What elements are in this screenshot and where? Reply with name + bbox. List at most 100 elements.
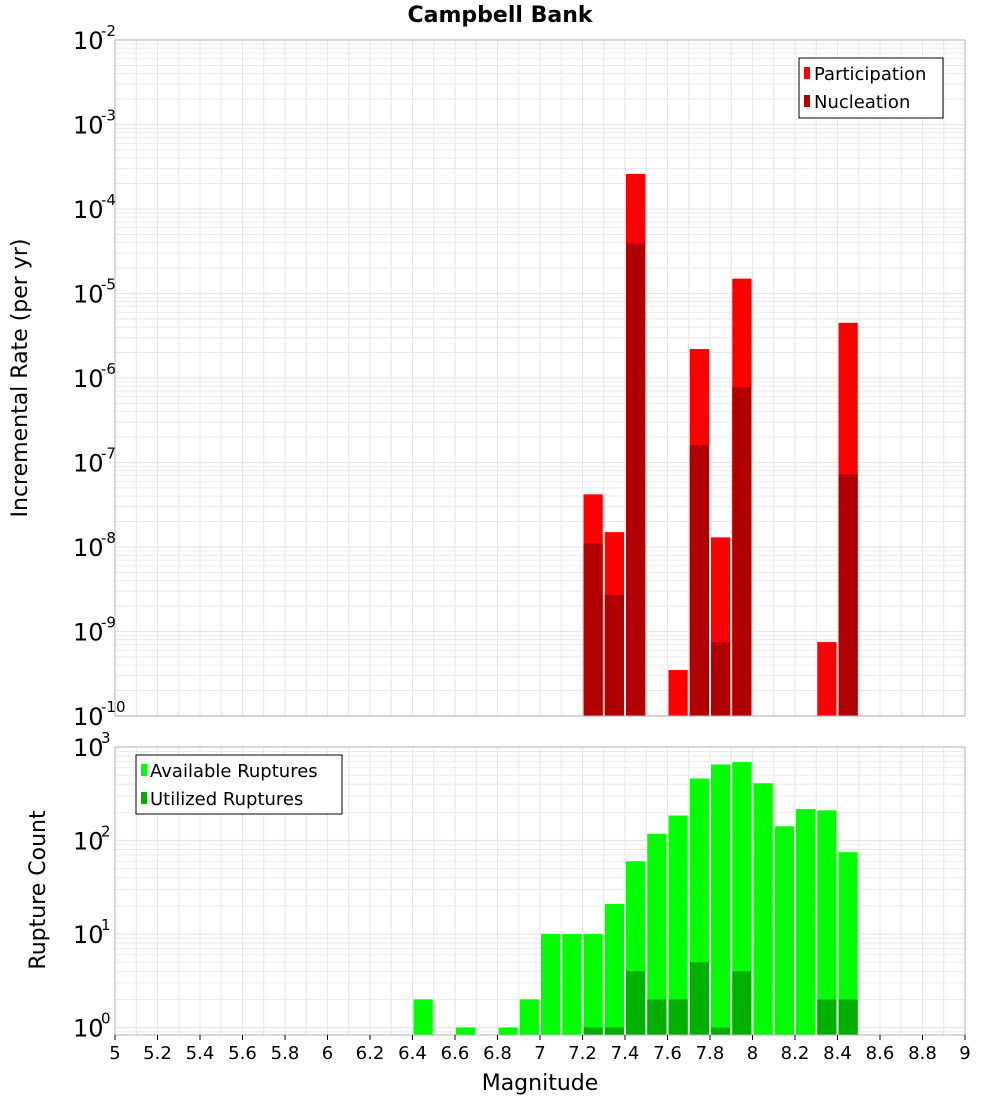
bottom-legend: Available Ruptures Utilized Ruptures [135, 754, 343, 815]
available-ruptures-bar [838, 852, 858, 1035]
x-tick-label: 5.6 [228, 1043, 257, 1064]
x-tick-label: 6.4 [398, 1043, 427, 1064]
top-y-tick-label: 10-3 [73, 107, 116, 140]
available-ruptures-bar [562, 934, 582, 1035]
available-ruptures-bar [796, 809, 816, 1035]
legend-utilized-label: Utilized Ruptures [150, 789, 303, 810]
available-ruptures-bar [774, 826, 794, 1035]
nucleation-bar [689, 445, 709, 716]
participation-bar [668, 670, 688, 716]
top-y-tick-label-base: 10 [73, 534, 104, 562]
top-y-tick-label-exponent: -10 [101, 698, 126, 716]
nucleation-bar [626, 243, 646, 716]
utilized-ruptures-bar [711, 1027, 731, 1035]
top-y-tick-label: 10-6 [73, 360, 116, 393]
bottom-bars [413, 762, 858, 1035]
bottom-y-tick-label: 102 [73, 823, 111, 856]
top-legend-box [798, 57, 944, 119]
utilized-ruptures-bar [838, 999, 858, 1035]
top-y-tick-label-exponent: -3 [101, 107, 116, 125]
available-ruptures-bar [498, 1027, 518, 1035]
legend-available-swatch [141, 764, 147, 776]
x-ticks: 5 5.2 5.4 5.6 5.8 6 6.2 6.4 6.6 6.8 7 7.2 7.4 7.6 7.8 8… [109, 1035, 971, 1064]
available-ruptures-bar [604, 903, 624, 1035]
top-y-tick-label-exponent: -2 [101, 22, 116, 40]
bottom-y-tick-label-base: 10 [73, 734, 104, 762]
utilized-ruptures-bar [583, 1027, 603, 1035]
bottom-y-tick-label-exponent: 0 [101, 1010, 111, 1028]
legend-participation-swatch [804, 67, 810, 79]
x-tick-label: 6.8 [483, 1043, 512, 1064]
bottom-y-tick-label: 103 [73, 729, 111, 762]
x-tick-label: 8.6 [866, 1043, 895, 1064]
available-ruptures-bar [753, 783, 773, 1035]
bottom-y-axis-label: Rupture Count [26, 810, 51, 970]
available-ruptures-bar [583, 934, 603, 1035]
nucleation-bar [604, 595, 624, 716]
x-tick-label: 7.6 [653, 1043, 682, 1064]
x-tick-label: 7.8 [696, 1043, 725, 1064]
x-tick-label: 8.4 [823, 1043, 852, 1064]
available-ruptures-bar [647, 833, 667, 1035]
available-ruptures-bar [711, 764, 731, 1035]
top-y-tick-label-base: 10 [73, 196, 104, 224]
bottom-y-tick-label-base: 10 [73, 921, 104, 949]
x-tick-label: 8.8 [908, 1043, 937, 1064]
x-axis-label: Magnitude [482, 1071, 599, 1096]
bottom-y-tick-label-exponent: 2 [101, 823, 111, 841]
x-tick-label: 5.2 [143, 1043, 172, 1064]
x-tick-label: 5.8 [271, 1043, 300, 1064]
x-tick-label: 9 [959, 1043, 970, 1064]
top-y-tick-label: 10-2 [73, 22, 116, 55]
top-y-tick-label: 10-4 [73, 191, 116, 224]
x-tick-label: 7.4 [611, 1043, 640, 1064]
available-ruptures-bar [541, 934, 561, 1035]
nucleation-bar [711, 642, 731, 716]
top-legend: Participation Nucleation [798, 57, 944, 119]
top-y-tick-label-base: 10 [73, 281, 104, 309]
x-tick-label: 8.2 [781, 1043, 810, 1064]
nucleation-bar [583, 543, 603, 716]
top-y-tick-label-base: 10 [73, 112, 104, 140]
utilized-ruptures-bar [604, 1027, 624, 1035]
top-y-tick-label: 10-9 [73, 614, 116, 647]
chart-title: Campbell Bank [408, 3, 594, 28]
top-y-tick-label-exponent: -7 [101, 445, 116, 463]
x-tick-label: 6.6 [441, 1043, 470, 1064]
legend-nucleation-label: Nucleation [814, 92, 910, 113]
top-y-tick-label-base: 10 [73, 703, 104, 731]
top-bars [583, 173, 858, 716]
legend-available-label: Available Ruptures [150, 761, 318, 782]
top-y-tick-label-exponent: -9 [101, 614, 116, 632]
available-ruptures-bar [817, 810, 837, 1035]
utilized-ruptures-bar [647, 999, 667, 1035]
utilized-ruptures-bar [689, 962, 709, 1035]
top-y-tick-label-exponent: -6 [101, 360, 116, 378]
top-y-tick-label: 10-7 [73, 445, 116, 478]
x-tick-label: 7.2 [568, 1043, 597, 1064]
top-y-tick-label-base: 10 [73, 450, 104, 478]
top-plot-frame [114, 39, 966, 717]
bottom-y-tick-label-base: 10 [73, 1015, 104, 1043]
top-y-tick-label-exponent: -5 [101, 276, 116, 294]
x-tick-label: 5.4 [186, 1043, 215, 1064]
available-ruptures-bar [413, 999, 433, 1035]
bottom-y-tick-label-exponent: 1 [101, 916, 111, 934]
x-tick-label: 6 [322, 1043, 333, 1064]
bottom-legend-box [135, 754, 343, 815]
utilized-ruptures-bar [668, 999, 688, 1035]
available-ruptures-bar [732, 762, 752, 1035]
utilized-ruptures-bar [817, 999, 837, 1035]
available-ruptures-bar [519, 999, 539, 1035]
utilized-ruptures-bar [626, 971, 646, 1035]
top-y-axis-label: Incremental Rate (per yr) [8, 239, 33, 518]
bottom-y-tick-label: 101 [73, 916, 111, 949]
nucleation-bar [838, 474, 858, 716]
x-tick-label: 5 [109, 1043, 120, 1064]
utilized-ruptures-bar [732, 971, 752, 1035]
bottom-y-tick-label: 100 [73, 1010, 111, 1043]
participation-bar [817, 642, 837, 716]
